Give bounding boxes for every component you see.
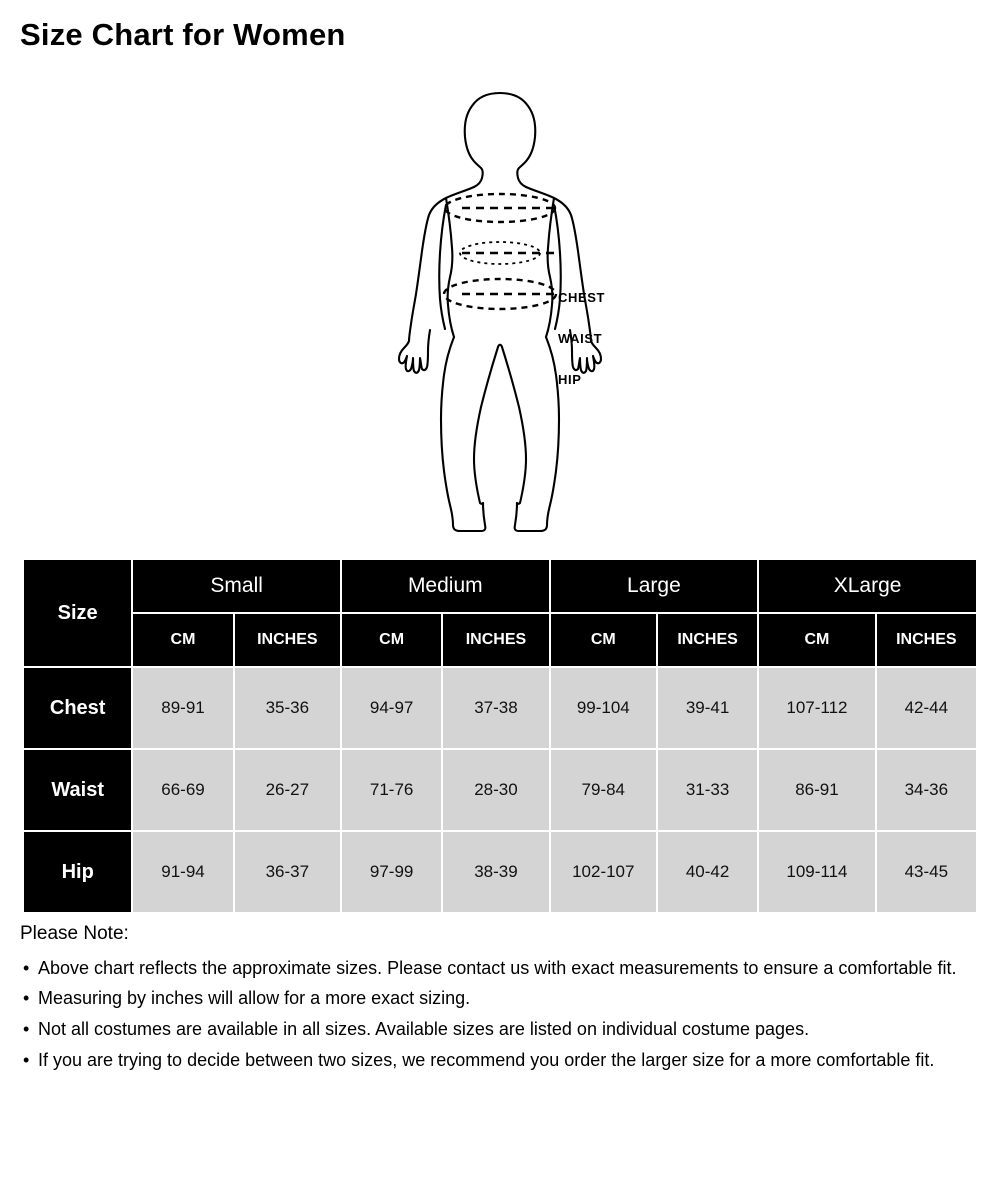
note-text: If you are trying to decide between two … xyxy=(38,1049,935,1070)
cell-waist-medium-inches: 28-30 xyxy=(441,748,551,832)
cell-waist-xlarge-cm: 86-91 xyxy=(757,748,877,832)
header-group-xlarge: XLarge xyxy=(757,558,978,614)
row-label-hip: Hip xyxy=(21,830,134,914)
cell-waist-medium-cm: 71-76 xyxy=(339,748,444,832)
header-unit-large-inches: INCHES xyxy=(655,612,760,668)
header-row-units: CM INCHES CM INCHES CM INCHES CM INCHES xyxy=(23,612,979,668)
header-group-large: Large xyxy=(548,558,760,614)
note-text: Above chart reflects the approximate siz… xyxy=(38,957,957,978)
bullet-icon: • xyxy=(23,1019,30,1039)
table-row: Hip 91-94 36-37 97-99 38-39 102-107 40-4… xyxy=(21,830,979,914)
note-text: Measuring by inches will allow for a mor… xyxy=(38,988,471,1009)
cell-chest-medium-cm: 94-97 xyxy=(339,666,444,750)
notes-section: Please Note: • Above chart reflects the … xyxy=(20,922,985,1077)
header-unit-xlarge-inches: INCHES xyxy=(874,612,979,668)
cell-chest-small-inches: 35-36 xyxy=(232,666,342,750)
cell-hip-xlarge-cm: 109-114 xyxy=(757,830,877,914)
header-unit-small-cm: CM xyxy=(131,612,235,668)
chest-label: CHEST xyxy=(558,290,606,305)
note-item: • Not all costumes are available in all … xyxy=(20,1016,985,1043)
cell-chest-xlarge-inches: 42-44 xyxy=(874,666,979,750)
note-text: Not all costumes are available in all si… xyxy=(38,1019,810,1039)
cell-chest-medium-inches: 37-38 xyxy=(441,666,551,750)
header-unit-large-cm: CM xyxy=(548,612,658,668)
bullet-icon: • xyxy=(23,1049,30,1070)
cell-waist-large-inches: 31-33 xyxy=(655,748,760,832)
note-item: • If you are trying to decide between tw… xyxy=(20,1047,985,1074)
chest-measure-ellipse xyxy=(443,192,557,224)
waist-measure-ellipse xyxy=(459,241,541,265)
table-row: Chest 89-91 35-36 94-97 37-38 99-104 39-… xyxy=(21,666,979,750)
row-label-chest: Chest xyxy=(21,666,134,750)
cell-chest-large-inches: 39-41 xyxy=(655,666,760,750)
cell-hip-small-cm: 91-94 xyxy=(131,830,235,914)
size-chart-table: Size Small Medium Large XLarge CM INCHES… xyxy=(21,558,979,914)
table-row: Waist 66-69 26-27 71-76 28-30 79-84 31-3… xyxy=(21,748,979,832)
header-unit-medium-inches: INCHES xyxy=(441,612,551,668)
cell-waist-xlarge-inches: 34-36 xyxy=(874,748,979,832)
header-unit-xlarge-cm: CM xyxy=(757,612,877,668)
cell-chest-xlarge-cm: 107-112 xyxy=(757,666,877,750)
header-unit-medium-cm: CM xyxy=(339,612,444,668)
hip-measure-ellipse xyxy=(442,277,558,311)
notes-heading: Please Note: xyxy=(20,923,129,944)
note-item: • Above chart reflects the approximate s… xyxy=(20,955,985,982)
cell-hip-large-cm: 102-107 xyxy=(548,830,658,914)
header-group-small: Small xyxy=(131,558,342,614)
table-body: Chest 89-91 35-36 94-97 37-38 99-104 39-… xyxy=(21,666,979,914)
cell-hip-medium-cm: 97-99 xyxy=(339,830,444,914)
header-size: Size xyxy=(21,558,134,668)
cell-hip-small-inches: 36-37 xyxy=(232,830,342,914)
waist-label: WAIST xyxy=(558,331,603,346)
page-title: Size Chart for Women xyxy=(20,17,346,52)
female-body-silhouette-icon xyxy=(397,91,603,533)
bullet-icon: • xyxy=(23,957,30,978)
cell-hip-medium-inches: 38-39 xyxy=(441,830,551,914)
header-group-medium: Medium xyxy=(339,558,551,614)
cell-hip-xlarge-inches: 43-45 xyxy=(874,830,979,914)
hip-label: HIP xyxy=(558,372,582,387)
cell-waist-large-cm: 79-84 xyxy=(548,748,658,832)
row-label-waist: Waist xyxy=(21,748,134,832)
header-unit-small-inches: INCHES xyxy=(232,612,342,668)
table-header: Size Small Medium Large XLarge CM INCHES… xyxy=(21,558,979,668)
cell-waist-small-inches: 26-27 xyxy=(232,748,342,832)
note-item: • Measuring by inches will allow for a m… xyxy=(20,985,985,1012)
cell-chest-small-cm: 89-91 xyxy=(131,666,235,750)
measurement-diagram: CHEST WAIST HIP xyxy=(0,85,1000,540)
cell-hip-large-inches: 40-42 xyxy=(655,830,760,914)
header-row-groups: Size Small Medium Large XLarge xyxy=(21,558,978,668)
cell-chest-large-cm: 99-104 xyxy=(548,666,658,750)
bullet-icon: • xyxy=(23,988,30,1009)
cell-waist-small-cm: 66-69 xyxy=(131,748,235,832)
